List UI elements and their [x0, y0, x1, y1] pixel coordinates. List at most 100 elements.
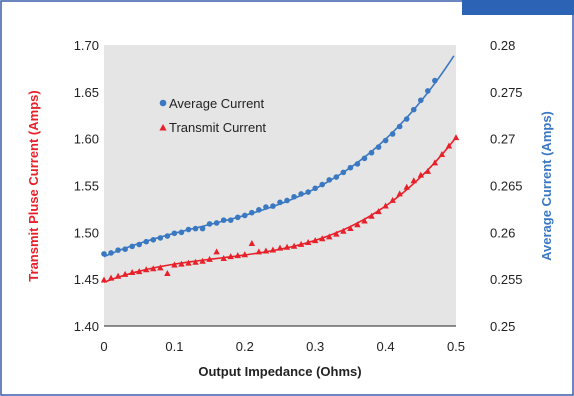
right-y-axis-title: Average Current (Amps)	[539, 111, 554, 261]
data-point-average-current	[382, 137, 389, 144]
data-point-transmit-current	[283, 243, 291, 250]
data-point-transmit-current	[382, 202, 389, 209]
data-point-average-current	[354, 161, 361, 167]
data-point-transmit-current	[164, 269, 171, 276]
left-y-tick-label: 1.60	[74, 132, 99, 147]
legend-marker-average-current	[159, 99, 167, 107]
right-y-tick-label: 0.25	[490, 319, 515, 334]
data-point-transmit-current	[220, 254, 227, 261]
data-point-transmit-current	[354, 221, 361, 228]
data-point-average-current	[157, 235, 164, 241]
data-point-transmit-current	[361, 217, 368, 224]
data-point-average-current	[129, 243, 135, 250]
data-point-transmit-current	[234, 252, 241, 259]
data-point-transmit-current	[248, 239, 256, 246]
data-point-transmit-current	[424, 167, 432, 174]
data-point-average-current	[432, 77, 438, 84]
data-point-transmit-current	[100, 276, 108, 283]
data-point-transmit-current	[114, 272, 122, 279]
x-tick-label: 0.5	[447, 339, 465, 354]
data-point-average-current	[150, 237, 157, 243]
data-point-transmit-current	[403, 183, 410, 190]
data-point-transmit-current	[269, 246, 277, 253]
legend-label-average-current: Average Current	[169, 96, 265, 111]
x-tick-labels: 0 0.1 0.2 0.3 0.4 0.5	[100, 339, 465, 354]
right-y-tick-label: 0.27	[490, 132, 515, 147]
data-point-transmit-current	[312, 237, 319, 244]
data-point-average-current	[136, 241, 142, 248]
data-point-average-current	[199, 225, 206, 232]
data-point-average-current	[220, 217, 227, 223]
data-point-transmit-current	[241, 251, 248, 258]
data-point-average-current	[164, 233, 171, 239]
data-point-average-current	[326, 177, 333, 183]
data-point-transmit-current	[375, 208, 382, 215]
right-y-tick-labels: 0.25 0.255 0.26 0.265 0.27 0.275 0.28	[490, 38, 523, 334]
data-point-average-current	[242, 212, 248, 219]
data-point-average-current	[192, 225, 199, 232]
data-point-transmit-current	[290, 242, 298, 249]
data-point-transmit-current	[431, 159, 439, 166]
legend-label-transmit-current: Transmit Current	[169, 120, 266, 135]
right-y-tick-label: 0.265	[490, 179, 523, 194]
corner-tab	[462, 0, 574, 15]
x-tick-label: 0	[100, 339, 107, 354]
data-point-transmit-current	[389, 196, 396, 203]
data-point-transmit-current	[340, 227, 347, 234]
data-point-transmit-current	[452, 134, 460, 141]
data-point-transmit-current	[347, 224, 354, 231]
data-point-average-current	[389, 131, 396, 137]
data-point-average-current	[206, 221, 213, 227]
left-y-tick-label: 1.50	[74, 225, 99, 240]
data-point-average-current	[256, 207, 262, 213]
data-point-average-current	[425, 88, 431, 94]
data-point-average-current	[333, 174, 340, 180]
data-point-average-current	[305, 189, 311, 195]
data-point-transmit-current	[128, 269, 136, 276]
data-point-transmit-current	[199, 257, 206, 264]
data-point-average-current	[249, 209, 255, 216]
data-point-transmit-current	[171, 261, 178, 268]
data-point-transmit-current	[213, 248, 220, 255]
data-point-average-current	[101, 251, 107, 257]
data-point-average-current	[234, 214, 241, 221]
data-point-average-current	[319, 181, 326, 188]
data-point-transmit-current	[396, 190, 403, 197]
data-point-transmit-current	[304, 239, 312, 246]
data-point-transmit-current	[107, 274, 115, 281]
legend-marker-transmit-current	[159, 124, 167, 131]
left-y-tick-label: 1.55	[74, 179, 99, 194]
left-y-tick-label: 1.40	[74, 319, 99, 334]
data-point-transmit-current	[150, 265, 157, 272]
data-point-transmit-current	[445, 142, 453, 149]
data-point-average-current	[368, 149, 375, 156]
data-point-average-current	[143, 238, 150, 245]
data-point-transmit-current	[178, 260, 185, 267]
left-y-tick-label: 1.45	[74, 272, 99, 287]
data-point-transmit-current	[143, 266, 150, 273]
data-point-average-current	[284, 197, 290, 204]
left-y-tick-labels: 1.40 1.45 1.50 1.55 1.60 1.65 1.70	[74, 38, 99, 334]
data-point-average-current	[115, 247, 121, 253]
left-y-tick-label: 1.70	[74, 38, 99, 53]
data-point-average-current	[291, 193, 297, 200]
data-point-average-current	[298, 191, 304, 197]
data-markers	[100, 77, 460, 283]
data-point-transmit-current	[227, 253, 234, 260]
data-point-average-current	[375, 144, 382, 150]
data-point-transmit-current	[410, 177, 417, 184]
plot-area	[104, 45, 456, 326]
data-point-average-current	[340, 169, 347, 176]
data-point-transmit-current	[438, 150, 446, 157]
data-point-transmit-current	[262, 247, 270, 254]
data-point-average-current	[213, 220, 220, 226]
data-point-transmit-current	[206, 255, 213, 262]
data-point-average-current	[396, 123, 403, 130]
data-point-transmit-current	[136, 268, 143, 275]
right-y-tick-label: 0.28	[490, 38, 515, 53]
x-axis-title: Output Impedance (Ohms)	[198, 364, 361, 379]
x-tick-label: 0.2	[236, 339, 254, 354]
data-point-average-current	[263, 204, 269, 210]
data-point-average-current	[418, 97, 424, 104]
